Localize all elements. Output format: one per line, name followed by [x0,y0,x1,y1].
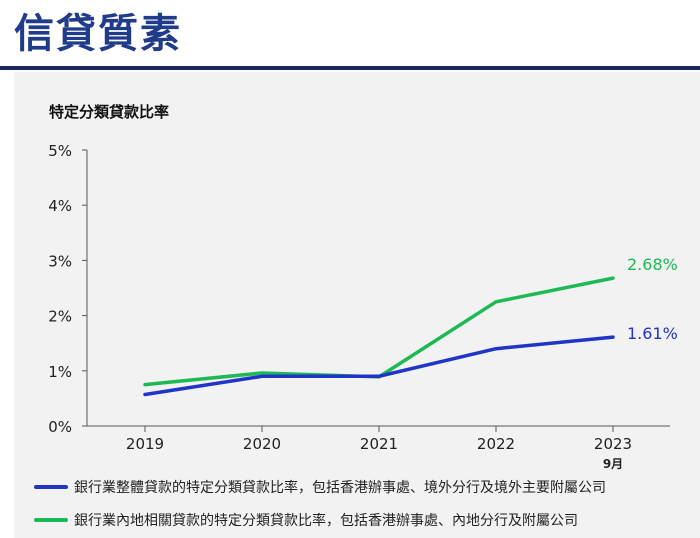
y-tick-label: 0% [48,418,72,436]
series-line-mainland [143,276,615,387]
title-divider [0,66,700,70]
chart-axes [82,149,670,432]
legend-label-overall: 銀行業整體貸款的特定分類貸款比率，包括香港辦事處、境外分行及境外主要附屬公司 [74,480,606,496]
y-tick-label: 5% [48,142,72,160]
end-label-overall: 1.61% [627,324,678,343]
x-tick-label: 2019 [126,435,164,453]
y-tick-label: 4% [48,197,72,215]
series-lines [143,276,615,397]
y-tick-label: 2% [48,308,72,326]
page-title: 信貸質素 [14,10,182,57]
x-tick-label: 2020 [243,435,281,453]
legend-swatch-overall [34,485,68,489]
y-axis-labels: 0% 1% 2% 3% 4% 5% [48,142,72,436]
end-label-mainland: 2.68% [627,255,678,274]
x-tick-sublabel: 9月 [603,457,623,471]
series-end-labels: 2.68% 1.61% [627,255,678,343]
y-tick-label: 3% [48,252,72,270]
x-axis-labels: 2019 2020 2021 2022 2023 9月 [126,435,632,471]
legend-item-overall: 銀行業整體貸款的特定分類貸款比率，包括香港辦事處、境外分行及境外主要附屬公司 [34,477,606,497]
series-line-overall [143,335,615,397]
legend-swatch-mainland [34,518,68,522]
legend-label-mainland: 銀行業內地相關貸款的特定分類貸款比率，包括香港辦事處、內地分行及附屬公司 [74,513,578,529]
legend-item-mainland: 銀行業內地相關貸款的特定分類貸款比率，包括香港辦事處、內地分行及附屬公司 [34,510,578,530]
x-tick-label: 2021 [360,435,398,453]
chart-title: 特定分類貸款比率 [49,103,170,121]
chart-panel [14,72,700,538]
x-tick-label: 2023 [594,435,632,453]
y-tick-label: 1% [48,363,72,381]
x-tick-label: 2022 [477,435,515,453]
